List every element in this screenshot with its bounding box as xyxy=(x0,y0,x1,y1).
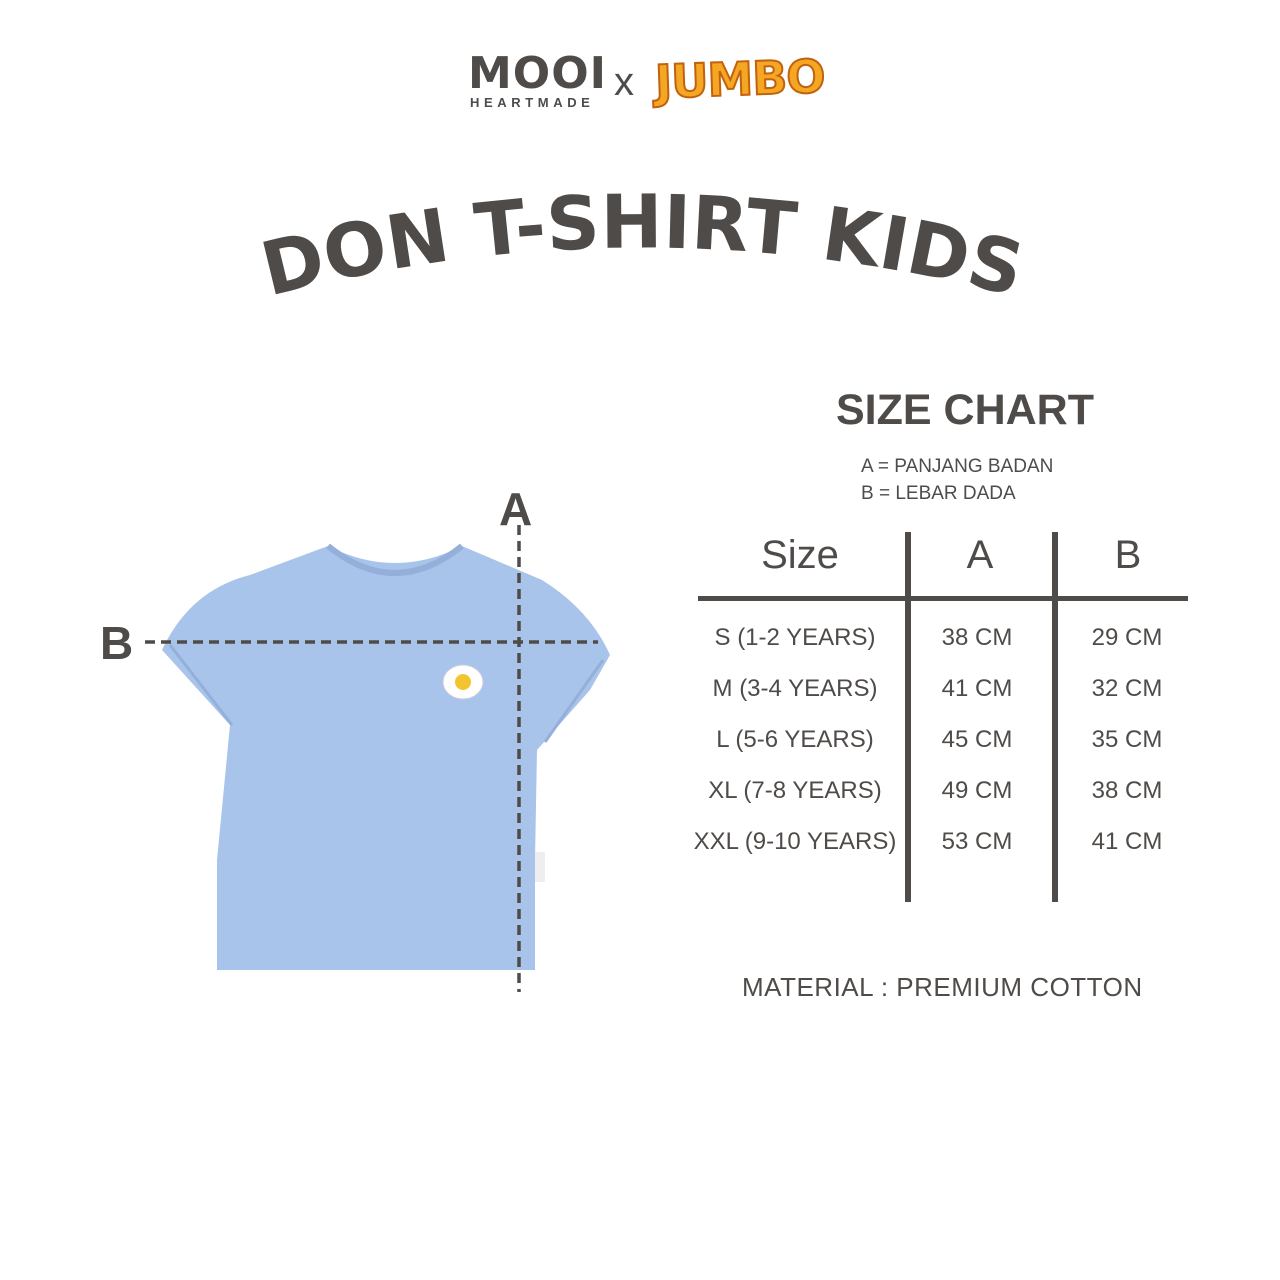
material-note: MATERIAL : PREMIUM COTTON xyxy=(742,972,1143,1002)
brand-heartmade: HEARTMADE xyxy=(470,95,595,110)
svg-text:DON T-SHIRT KIDS: DON T-SHIRT KIDS xyxy=(253,179,1031,313)
brand-separator: x xyxy=(614,60,634,104)
dimension-b-label: B xyxy=(100,617,134,669)
product-title: DON T-SHIRT KIDS xyxy=(253,179,1031,313)
cell-a: 45 CM xyxy=(941,726,1013,753)
column-divider xyxy=(1052,532,1058,902)
cell-b: 29 CM xyxy=(1091,624,1163,651)
column-header-a: A xyxy=(966,533,994,577)
cell-b: 35 CM xyxy=(1091,726,1163,753)
cell-b: 32 CM xyxy=(1091,675,1163,702)
tshirt-image xyxy=(162,546,610,970)
legend-b: B = LEBAR DADA xyxy=(861,483,1016,504)
cell-size: S (1-2 YEARS) xyxy=(714,624,876,651)
cell-a: 49 CM xyxy=(941,777,1013,804)
cell-a: 38 CM xyxy=(941,624,1013,651)
cell-size: L (5-6 YEARS) xyxy=(716,726,874,753)
tshirt-diagram xyxy=(145,525,610,992)
size-chart-heading: SIZE CHART xyxy=(836,386,1094,434)
cell-b: 38 CM xyxy=(1091,777,1163,804)
brand-mooi-logo: MOOI xyxy=(468,48,607,99)
cell-a: 53 CM xyxy=(941,828,1013,855)
legend-a: A = PANJANG BADAN xyxy=(861,456,1054,477)
dimension-a-label: A xyxy=(499,483,533,535)
cell-a: 41 CM xyxy=(941,675,1013,702)
column-header-b: B xyxy=(1114,533,1142,577)
column-header-size: Size xyxy=(761,533,839,577)
cell-b: 41 CM xyxy=(1091,828,1163,855)
cell-size: M (3-4 YEARS) xyxy=(712,675,878,702)
column-divider xyxy=(905,532,911,902)
curved-title: DON T-SHIRT KIDS xyxy=(253,179,1031,313)
header-divider xyxy=(698,596,1188,601)
cell-size: XXL (9-10 YEARS) xyxy=(693,828,897,855)
cell-size: XL (7-8 YEARS) xyxy=(708,777,882,804)
